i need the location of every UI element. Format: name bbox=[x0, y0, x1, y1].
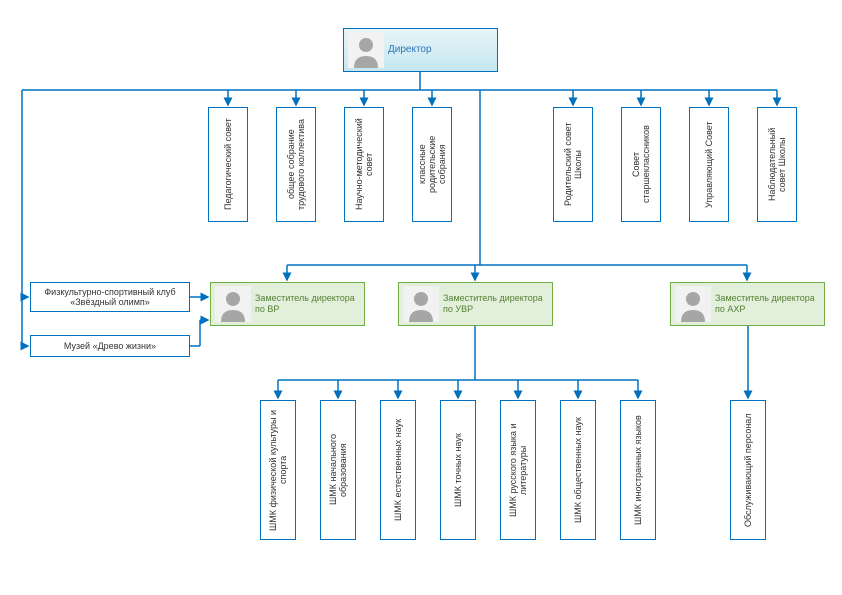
museum-box: Музей «Древо жизни» bbox=[30, 335, 190, 357]
person-icon bbox=[403, 286, 439, 322]
dept-box: ШМК физической культуры и спорта bbox=[260, 400, 296, 540]
person-icon bbox=[348, 32, 384, 68]
director-node: Директор bbox=[343, 28, 498, 72]
deputy-label: Заместитель директора по УВР bbox=[443, 293, 552, 315]
dept-box: ШМК начального образования bbox=[320, 400, 356, 540]
council-box: Совет старшеклассников bbox=[621, 107, 661, 222]
director-label: Директор bbox=[388, 44, 440, 56]
club-box: Физкультурно-спортивный клуб «Звёздный о… bbox=[30, 282, 190, 312]
deputy-vr-node: Заместитель директора по ВР bbox=[210, 282, 365, 326]
dept-box: ШМК точных наук bbox=[440, 400, 476, 540]
person-icon bbox=[215, 286, 251, 322]
council-box: Родительский совет Школы bbox=[553, 107, 593, 222]
council-box: Управляющий Совет bbox=[689, 107, 729, 222]
deputy-label: Заместитель директора по ВР bbox=[255, 293, 364, 315]
dept-box: ШМК русского языка и литературы bbox=[500, 400, 536, 540]
dept-box: ШМК естественных наук bbox=[380, 400, 416, 540]
council-box: Наблюдательный совет Школы bbox=[757, 107, 797, 222]
council-box: Педагогический совет bbox=[208, 107, 248, 222]
council-box: классные родительские собрания bbox=[412, 107, 452, 222]
deputy-ahr-node: Заместитель директора по АХР bbox=[670, 282, 825, 326]
dept-box: Обслуживающий персонал bbox=[730, 400, 766, 540]
person-icon bbox=[675, 286, 711, 322]
dept-box: ШМК общественных наук bbox=[560, 400, 596, 540]
dept-box: ШМК иностранных языков bbox=[620, 400, 656, 540]
council-box: Научно-методический совет bbox=[344, 107, 384, 222]
council-box: общее собрание трудового коллектива bbox=[276, 107, 316, 222]
deputy-label: Заместитель директора по АХР bbox=[715, 293, 824, 315]
deputy-uvr-node: Заместитель директора по УВР bbox=[398, 282, 553, 326]
